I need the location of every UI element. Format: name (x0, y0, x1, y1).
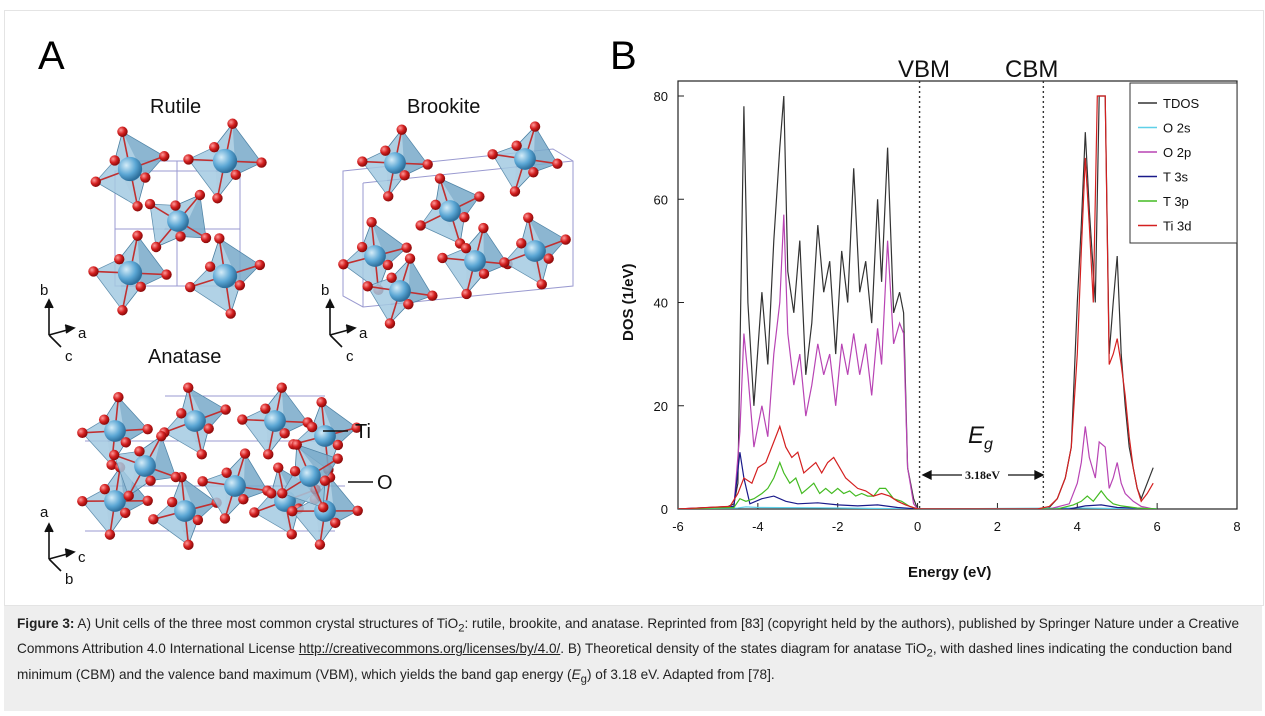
license-link[interactable]: http://creativecommons.org/licenses/by/4… (298, 641, 561, 657)
x-tick-label-6: 6 (1154, 519, 1161, 534)
brookite-octahedron-0 (357, 124, 433, 202)
caption-eg: E (571, 666, 581, 682)
caption-label: Figure 3: (17, 616, 75, 631)
rutile-title: Rutile (150, 96, 201, 118)
series-o-2p (678, 214, 1154, 509)
brookite-title: Brookite (407, 96, 480, 118)
anatase-structure (77, 382, 363, 551)
rutile-axis-c: c (65, 348, 73, 365)
anatase-axis-a: a (40, 504, 49, 521)
anatase-title: Anatase (148, 346, 221, 368)
anatase-octahedron-6 (197, 448, 273, 524)
rutile-octahedron-3 (184, 233, 266, 319)
x-tick-label-5: 4 (1074, 519, 1081, 534)
o-label: O (377, 472, 393, 494)
brookite-axis-c: c (346, 348, 354, 365)
brookite-axis-b: b (321, 282, 329, 299)
rutile-octahedron-center (144, 189, 212, 253)
legend-label-4: T 3p (1163, 194, 1189, 209)
anatase-axis-c: c (78, 549, 86, 566)
caption-text-1: A) Unit cells of the three most common c… (74, 616, 459, 631)
figure-graphic: A Rutile Brookite Anatase b a c b a c a … (38, 34, 1241, 588)
rutile-octahedron-0 (90, 126, 170, 212)
caption-sub-1: 2 (458, 622, 465, 635)
eg-label: Eg (968, 422, 993, 453)
gap-value: 3.18eV (965, 468, 1000, 482)
x-axis-title: Energy (eV) (908, 564, 991, 581)
band-edge-lines (918, 81, 1045, 509)
rutile-octahedron-2 (88, 230, 172, 316)
series-tdos (678, 95, 1154, 509)
caption-sub-3: 2 (926, 648, 933, 661)
series-ti-3d (678, 95, 1154, 509)
anatase-cell (85, 395, 345, 532)
legend-label-0: TDOS (1163, 96, 1199, 111)
rutile-axis-b: b (40, 282, 48, 299)
rutile-octahedron-1 (183, 118, 267, 204)
x-tick-label-7: 8 (1233, 519, 1240, 534)
anatase-octahedron-9 (109, 430, 181, 502)
figure-panel: A Rutile Brookite Anatase b a c b a c a … (4, 10, 1264, 606)
x-tick-label-4: 2 (994, 519, 1001, 534)
panel-a-letter: A (38, 34, 65, 78)
anatase-octahedron-5 (148, 471, 222, 551)
brookite-structure (338, 121, 574, 329)
gap-arrow (921, 469, 1045, 481)
vbm-label: VBM (898, 56, 950, 83)
dos-legend: TDOS O 2s O 2p T 3s T 3p Ti 3d (1129, 82, 1238, 244)
y-axis-title: DOS (1/eV) (620, 263, 637, 341)
brookite-octahedron-1 (415, 173, 485, 249)
series-t-3p (678, 460, 1158, 509)
x-tick-label-2: -2 (832, 519, 844, 534)
y-tick-label-3: 60 (654, 192, 668, 207)
figure-caption: Figure 3: A) Unit cells of the three mos… (17, 614, 1249, 690)
brookite-axes (325, 298, 357, 348)
atom-label-lines (323, 430, 373, 483)
caption-text-2: : rutile, brookite, and anatase. Reprint… (17, 616, 1240, 657)
caption-text-4: , with dashed lines indicating the condu… (17, 641, 1233, 682)
anatase-octahedron-2 (237, 382, 313, 460)
anatase-axis-b: b (65, 571, 73, 588)
series-t-3s (678, 452, 1158, 509)
x-tick-label-0: -6 (672, 519, 684, 534)
caption-text-3: . B) Theoretical density of the states d… (560, 641, 927, 657)
rutile-axes (44, 298, 76, 348)
brookite-axis-a: a (359, 325, 368, 342)
brookite-octahedron-5 (362, 253, 438, 329)
x-tick-label-3: 0 (914, 519, 921, 534)
legend-label-3: T 3s (1163, 170, 1189, 185)
cbm-label: CBM (1005, 56, 1058, 83)
y-tick-label-2: 40 (654, 296, 668, 311)
brookite-octahedron-3 (338, 216, 412, 296)
y-tick-label-1: 20 (654, 399, 668, 414)
rutile-structure (88, 118, 267, 319)
caption-text-5: ) of 3.18 eV. Adapted from [78]. (586, 666, 775, 682)
dos-series-layer (678, 95, 1158, 509)
rutile-axis-a: a (78, 325, 87, 342)
anatase-octahedron-0 (77, 391, 153, 471)
anatase-axes (44, 522, 76, 572)
caption-eg-sub: g (580, 673, 587, 686)
brookite-cell (342, 148, 574, 308)
brookite-octahedron-6 (499, 212, 571, 290)
y-tick-label-4: 80 (654, 89, 668, 104)
panel-b-letter: B (610, 34, 637, 78)
legend-label-1: O 2s (1163, 121, 1191, 136)
brookite-octahedron-2 (487, 121, 563, 197)
x-tick-label-1: -4 (752, 519, 764, 534)
y-tick-label-0: 0 (661, 502, 668, 517)
anatase-octahedron-4 (77, 462, 153, 540)
anatase-octahedron-1 (159, 382, 231, 460)
ti-label: Ti (355, 421, 371, 443)
anatase-octahedron-10 (277, 439, 343, 513)
legend-label-2: O 2p (1163, 145, 1191, 160)
legend-label-5: Ti 3d (1163, 219, 1191, 234)
caption-box: Figure 3: A) Unit cells of the three mos… (4, 606, 1262, 711)
